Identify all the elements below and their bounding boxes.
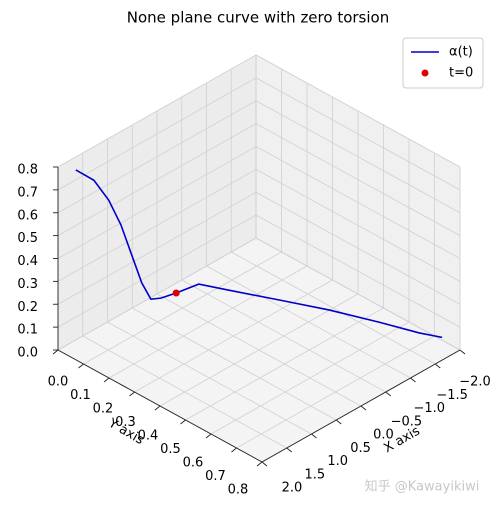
y-tick-mark: [129, 391, 135, 397]
y-tick-mark: [52, 349, 59, 355]
legend-point: [421, 69, 429, 77]
grid-line: [57, 237, 257, 351]
x-tick-mark: [385, 391, 392, 397]
y-tick-label: 0.0: [48, 375, 69, 390]
x-tick-mark: [459, 349, 466, 355]
grid-line: [108, 265, 308, 379]
panes: [56, 54, 462, 463]
legend-label: α(t): [449, 45, 473, 60]
grid-line: [255, 169, 461, 282]
x-tick-label: 1.0: [327, 454, 348, 469]
x-axis-line: [261, 349, 461, 463]
grid-line: [185, 307, 384, 421]
y-tick-mark: [78, 363, 84, 369]
grid-line: [83, 251, 282, 365]
grid-line: [255, 191, 461, 305]
z-tick-label: 0.6: [17, 208, 38, 223]
x-tick-label: −1.5: [436, 388, 468, 403]
z-tick-label: 0.2: [17, 300, 38, 315]
grid-line: [255, 54, 461, 168]
y-tick-label: 0.4: [138, 429, 159, 444]
y-tick-label: 0.7: [205, 469, 226, 484]
y-tick-mark: [231, 447, 237, 453]
marks: [75, 169, 443, 339]
x-tick-mark: [360, 405, 367, 411]
grid-line: [255, 146, 461, 259]
y-tick-mark: [256, 461, 263, 467]
grid-line: [210, 321, 410, 435]
y-tick-mark: [205, 433, 212, 439]
x-tick-label: 2.0: [282, 481, 303, 496]
y-tick-label: 0.2: [93, 402, 114, 417]
grid-line: [255, 123, 461, 236]
grid-line: [159, 293, 359, 407]
y-tick-mark: [103, 377, 110, 383]
grid-line: [57, 191, 257, 305]
grid-line: [57, 77, 257, 191]
grid-line: [255, 77, 461, 191]
z-tick-label: 0.0: [17, 346, 38, 361]
grid-line: [57, 123, 257, 236]
x-tick-mark: [311, 433, 317, 439]
grid-line: [57, 214, 257, 328]
grid-line: [57, 100, 257, 214]
curve: [75, 169, 443, 339]
grid-line: [236, 335, 435, 449]
x-tick-label: 0.0: [373, 428, 394, 443]
y-tick-label: 0.1: [70, 388, 91, 403]
z-tick-label: 0.4: [17, 254, 38, 269]
y-tick-label: 0.5: [160, 442, 181, 457]
y-tick-mark: [180, 419, 186, 425]
x-tick-mark: [286, 447, 293, 453]
y-axis-line: [57, 349, 263, 463]
x-tick-label: 0.5: [350, 441, 371, 456]
x-tick-label: −0.5: [391, 414, 423, 429]
grid-line: [134, 279, 333, 393]
x-tick-label: −2.0: [459, 375, 491, 390]
y-tick-label: 0.6: [183, 456, 204, 471]
y-tick-label: 0.8: [228, 483, 249, 498]
legend: α(t) t=0: [402, 37, 484, 89]
z-tick-label: 0.5: [17, 231, 38, 246]
y-tick-mark: [154, 405, 161, 411]
grid-line: [57, 146, 257, 259]
legend-label: t=0: [449, 66, 473, 81]
z-tick-label: 0.3: [17, 277, 38, 292]
grid-line: [57, 169, 257, 282]
grid-line: [255, 100, 461, 214]
x-tick-mark: [261, 461, 268, 467]
z-tick-label: 0.1: [17, 323, 38, 338]
x-tick-mark: [434, 363, 441, 369]
z-tick-label: 0.7: [17, 185, 38, 200]
grid-line: [255, 214, 461, 328]
x-tick-label: −1.0: [413, 401, 445, 416]
y-tick-label: 0.3: [115, 415, 136, 430]
x-tick-mark: [410, 377, 416, 383]
grid-line: [57, 54, 257, 168]
z-tick-label: 0.8: [17, 163, 38, 178]
chart-title: None plane curve with zero torsion: [127, 9, 389, 27]
watermark: 知乎 @Kawayikiwi: [365, 479, 480, 495]
x-tick-mark: [335, 419, 342, 425]
axes: −2.0−1.5−1.0−0.50.00.51.01.52.00.00.10.2…: [17, 163, 490, 498]
x-tick-label: 1.5: [305, 467, 326, 482]
point: [172, 289, 180, 297]
grid-line: [255, 237, 461, 351]
